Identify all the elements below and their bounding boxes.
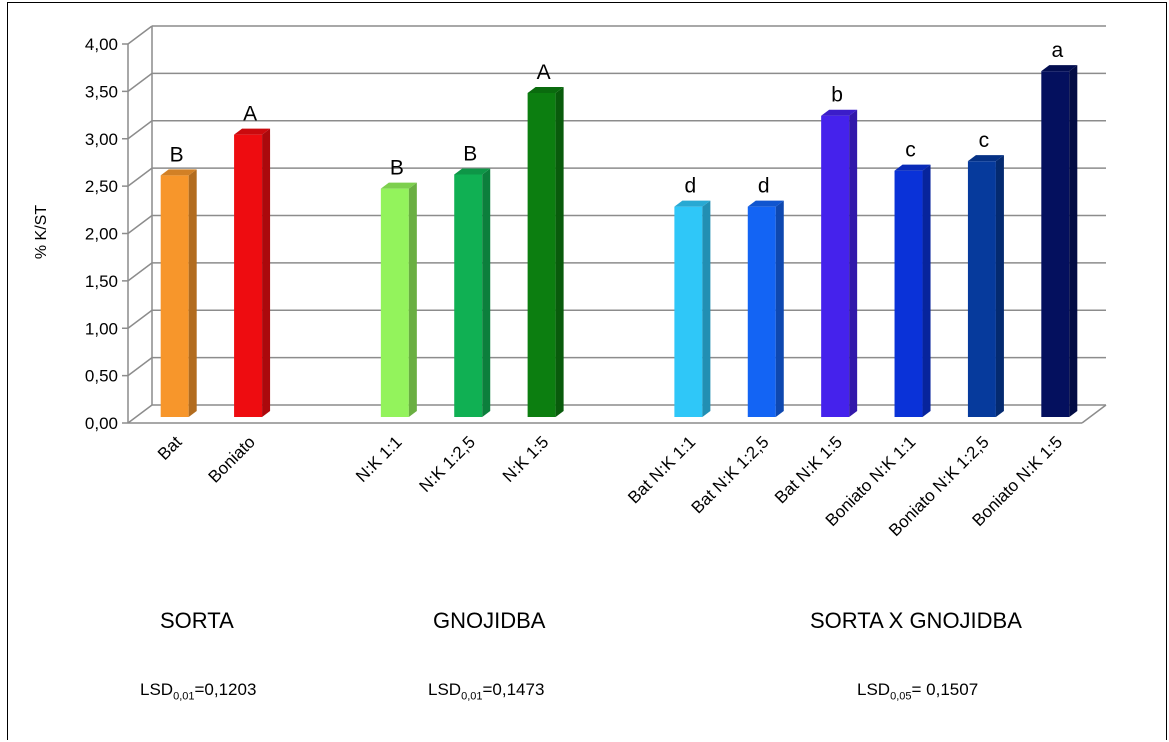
x-tick-label: Bat N:K 1:2,5 [688,432,773,517]
gridline-depth [127,72,153,92]
x-tick-label: Bat [154,432,186,464]
bar-top [1041,65,1078,72]
gridline-depth [127,309,153,329]
lsd-subscript: 0,01 [461,690,483,703]
y-tick-label: 2,00 [85,225,118,244]
gridline-depth [127,167,153,187]
bar-side [702,200,711,417]
bar [747,206,776,417]
x-tick-label: N:K 1:1 [352,432,406,486]
bar [380,188,409,417]
bar-side [188,169,197,417]
gridline-depth [127,404,153,424]
grid [122,25,1107,424]
y-tick-label: 1,50 [85,272,118,291]
lsd-value: =0,1203 [194,680,257,699]
y-tick-label: 0,50 [85,367,118,386]
significance-letter: A [537,61,551,84]
significance-letter: A [243,103,257,126]
x-tick-label: N:K 1:2,5 [416,432,480,496]
bar-side [482,168,491,417]
bar [160,175,189,417]
y-axis-label: % K/ST [33,205,50,259]
significance-letter: a [1051,39,1063,62]
y-tick-label: 1,00 [85,319,118,338]
gridline-depth [127,120,153,140]
y-tick-label: 3,50 [85,82,118,101]
bars [160,65,1078,418]
lsd-sorta: LSD0,01=0,1203 [140,680,256,702]
bar-side [922,164,931,417]
significance-letter: d [758,175,770,198]
gridline-depth [127,357,153,377]
x-tick-label: Bat N:K 1:5 [771,432,846,507]
lsd-prefix: LSD [857,680,891,699]
bar-top [380,182,417,189]
y-tick-label: 4,00 [85,35,118,54]
group-title-gnojidba: GNOJIDBA [433,608,546,633]
bar-top [454,168,491,175]
bar-top [674,200,711,207]
bar [674,206,703,417]
bar-side [1069,65,1078,417]
significance-letters: B A B B Ad d b c c a [170,39,1064,197]
x-tick-label: Boniato [205,432,259,486]
lsd-sorta-x-gnojidba: LSD0,05= 0,1507 [857,680,978,702]
bar-side [408,182,417,417]
significance-letter: B [170,143,184,166]
x-tick-labels: Bat Boniato N:K 1:1 N:K 1:2,5 N:K 1:5 Bat N:K… [154,432,1066,540]
group-title-sorta-x-gnojidba: SORTA X GNOJIDBA [810,608,1022,633]
bar-top [894,164,931,171]
significance-letter: c [905,139,916,162]
bar [821,115,850,417]
gridline-depth [127,262,153,282]
bar-top [747,200,784,207]
y-tick-labels: 0,00 0,50 1,00 1,50 2,00 2,50 3,00 3,50 4,00 [85,35,118,433]
y-tick-label: 2,50 [85,177,118,196]
lsd-value: =0,1473 [482,680,545,699]
bar-side [995,155,1004,418]
lsd-subscript: 0,01 [173,690,195,703]
y-tick-label: 3,00 [85,130,118,149]
bar-side [262,128,271,417]
bar-side [849,109,858,417]
floor-edge [1081,404,1107,424]
bar [1041,71,1070,417]
bar-top [967,155,1004,162]
significance-letter: d [685,175,697,198]
bar-top [527,86,564,93]
bar-chart: 0,00 0,50 1,00 1,50 2,00 2,50 3,00 3,50 4,00 Bat… [33,25,1107,540]
significance-letter: b [831,84,843,107]
x-tick-label: N:K 1:5 [499,432,553,486]
bar [527,92,556,417]
bar-top [234,128,271,135]
bar [894,170,923,417]
bar-top [160,169,197,176]
gridline-depth [127,25,153,45]
bar [967,161,996,417]
bar-side [775,200,784,417]
chart-frame [7,2,1167,740]
lsd-prefix: LSD [140,680,174,699]
lsd-subscript: 0,05 [890,690,912,703]
bar-top [821,109,858,116]
x-tick-label: Bat N:K 1:1 [624,432,699,507]
bar [234,134,263,417]
significance-letter: c [979,129,990,152]
lsd-gnojidba: LSD0,01=0,1473 [428,680,544,702]
lsd-value: = 0,1507 [911,680,979,699]
bar [454,174,483,417]
group-title-sorta: SORTA [160,608,234,633]
lsd-prefix: LSD [428,680,462,699]
gridline-depth [127,214,153,235]
bar-side [555,86,564,417]
significance-letter: B [390,157,404,180]
y-tick-label: 0,00 [85,414,118,433]
significance-letter: B [463,142,477,165]
